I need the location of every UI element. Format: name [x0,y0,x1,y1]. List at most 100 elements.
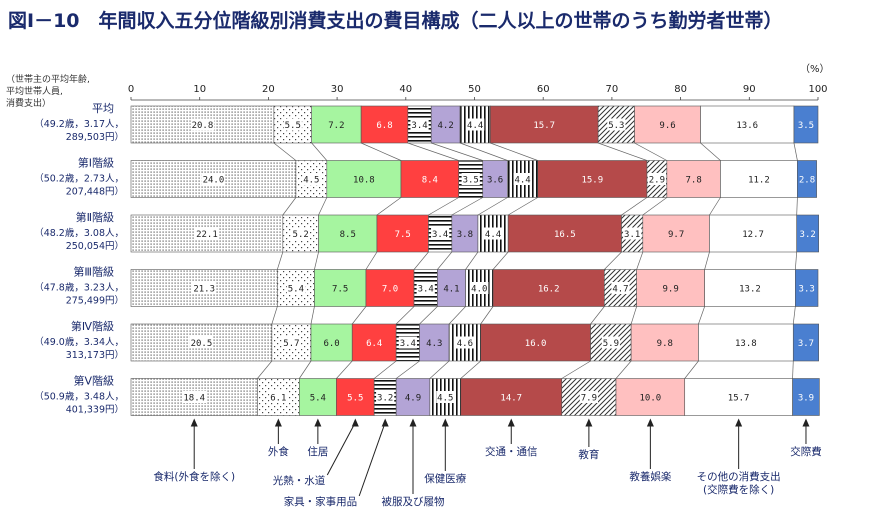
bar-segment-5-3 [336,378,375,416]
connector-3-2 [351,306,367,325]
value-label-bg-1-1 [302,173,321,185]
value-label-bg-3-8 [611,282,630,294]
legend-arrow-head-2 [314,418,322,427]
connector-3-4 [419,306,438,325]
bar-segment-2-5 [451,214,479,253]
value-label-bg-4-1 [282,336,301,349]
row-label-note: （世帯主の平均年齢, 平均世帯人員, 消費支出） [6,75,90,109]
connector-1-6 [507,197,538,216]
value-label-3-4: 3.4 [418,285,434,295]
x-tick-label-80: 80 [674,84,687,95]
category-detail-3-1: 275,499円） [66,295,124,307]
category-detail-4-0: （49.0歳，3.34人， [34,336,124,348]
value-label-4-5: 4.3 [426,339,442,349]
connector-0-7 [598,142,648,161]
category-detail-5-0: （50.9歳，3.48人， [34,391,124,403]
value-label-0-4: 3.4 [411,121,427,131]
connector-2-3 [413,251,429,270]
value-label-2-10: 12.7 [742,230,764,240]
connector-1-4 [451,197,483,216]
value-label-4-11: 3.7 [798,339,814,349]
connector-2-2 [365,251,378,270]
connector-1-0 [282,197,297,216]
x-tick-label-30: 30 [331,84,344,95]
value-label-0-9: 9.6 [659,121,675,131]
value-label-2-3: 7.5 [395,230,411,240]
value-label-bg-1-0 [201,173,226,185]
bar-segment-1-7 [537,160,648,198]
bar-segment-5-10 [684,378,793,416]
bar-segment-0-9 [634,105,701,144]
connector-0-0 [273,142,297,161]
value-label-3-11: 3.3 [799,285,815,295]
connector-0-2 [361,142,402,161]
bar-segment-2-10 [709,214,798,253]
connector-0-1 [311,142,328,161]
category-label-5: 第Ⅴ階級 [73,374,114,388]
x-tick-label-60: 60 [537,84,550,95]
connector-4-7 [561,360,591,379]
value-label-1-3: 8.4 [422,176,438,186]
value-label-1-4: 3.5 [463,176,479,186]
bar-segment-3-11 [795,269,819,307]
value-label-0-11: 3.5 [798,121,814,131]
bar-segment-2-9 [642,214,710,253]
value-label-2-1: 5.2 [293,230,309,240]
value-label-5-4: 3.2 [377,394,393,404]
value-label-2-11: 3.2 [800,230,816,240]
connector-3-5 [448,306,466,325]
value-label-3-5: 4.1 [443,285,459,295]
category-label-0: 平均 [92,102,114,115]
legend-label-4: 家具・家事用品 [284,495,358,508]
bar-segment-2-7 [507,214,622,253]
category-detail-2-1: 250,054円） [66,240,124,252]
connector-2-9 [704,251,710,270]
connector-4-5 [429,360,450,379]
connector-0-6 [490,142,538,161]
value-label-0-8: 5.3 [608,121,624,131]
value-label-4-10: 13.8 [735,339,757,349]
axis-unit-label: （%） [800,64,830,75]
connector-3-6 [480,306,494,325]
legend-label-5: 被服及び履物 [382,495,445,508]
value-label-bg-1-6 [513,173,532,185]
connector-3-10 [792,306,796,325]
bar-segment-1-9 [666,160,721,198]
value-label-4-6: 4.6 [457,339,473,349]
connector-1-10 [796,197,798,216]
connector-4-10 [792,360,794,379]
connector-3-0 [271,306,278,325]
category-detail-3-0: （47.8歳，3.23人， [34,282,124,294]
value-label-4-0: 20.5 [191,339,213,349]
value-label-5-11: 3.9 [798,394,814,404]
bar-segment-1-2 [326,160,402,198]
bar-segment-4-9 [630,323,699,362]
value-label-5-8: 7.9 [581,394,597,404]
value-label-1-11: 2.8 [799,176,815,186]
legend-arrow-head-3 [351,418,359,427]
value-label-bg-2-6 [483,227,503,240]
bar-segment-1-3 [400,160,459,198]
category-detail-0-1: 289,503円） [66,131,124,143]
value-label-5-0: 18.4 [183,394,205,404]
bar-segment-3-3 [365,269,415,307]
category-label-3: 第Ⅲ階級 [73,265,114,279]
value-label-bg-5-6 [436,391,455,403]
connector-1-7 [621,197,648,216]
connector-2-6 [492,251,509,270]
value-label-1-8: 2.9 [649,176,665,186]
connector-3-8 [630,306,637,325]
legend-arrow-head-10 [735,418,743,427]
value-label-0-10: 13.6 [736,121,758,131]
connector-0-8 [634,142,668,161]
value-label-1-2: 10.8 [353,176,375,186]
bar-segment-4-2 [310,323,353,362]
value-label-bg-5-0 [182,391,207,403]
value-label-bg-0-0 [190,118,215,131]
x-tick-label-70: 70 [606,84,619,95]
connector-1-8 [642,197,668,216]
value-label-3-3: 7.0 [382,285,398,295]
bar-segment-4-3 [351,323,397,362]
value-label-0-7: 15.7 [533,121,555,131]
